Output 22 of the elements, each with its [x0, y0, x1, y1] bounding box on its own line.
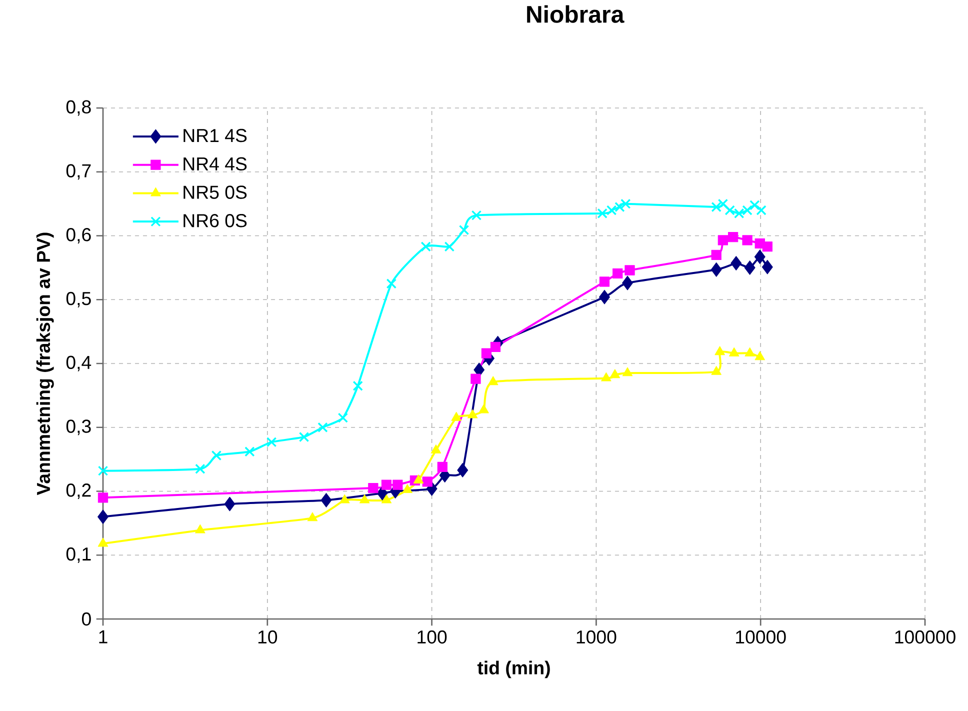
y-tick-label: 0,1: [66, 547, 91, 563]
y-tick-label: 0,4: [66, 356, 92, 372]
y-tick-label: 0,8: [66, 100, 91, 116]
y-tick-label: 0,5: [66, 292, 91, 308]
x-axis-title: tid (min): [477, 660, 550, 678]
x-tick-label: 1000: [576, 630, 616, 644]
x-tick-label: 100000: [895, 630, 956, 644]
x-tick-label: 1: [99, 630, 108, 644]
x-tick-label: 10000: [736, 630, 786, 644]
legend-label: NR4 4S: [184, 157, 247, 171]
y-tick-label: 0,3: [66, 420, 91, 436]
x-tick-label: 100: [418, 630, 447, 644]
x-tick-label: 10: [258, 630, 278, 644]
chart-title: Niobrara: [527, 5, 624, 23]
y-tick-label: 0: [82, 612, 91, 626]
legend-label: NR5 0S: [184, 186, 247, 199]
legend-label: NR1 4S: [184, 128, 247, 142]
y-axis-title: Vannmetning (fraksjon av PV): [36, 232, 54, 496]
y-tick-label: 0,6: [66, 228, 91, 244]
y-tick-label: 0,7: [66, 164, 91, 180]
y-tick-label: 0,2: [66, 484, 91, 499]
legend-label: NR6 0S: [184, 214, 247, 228]
